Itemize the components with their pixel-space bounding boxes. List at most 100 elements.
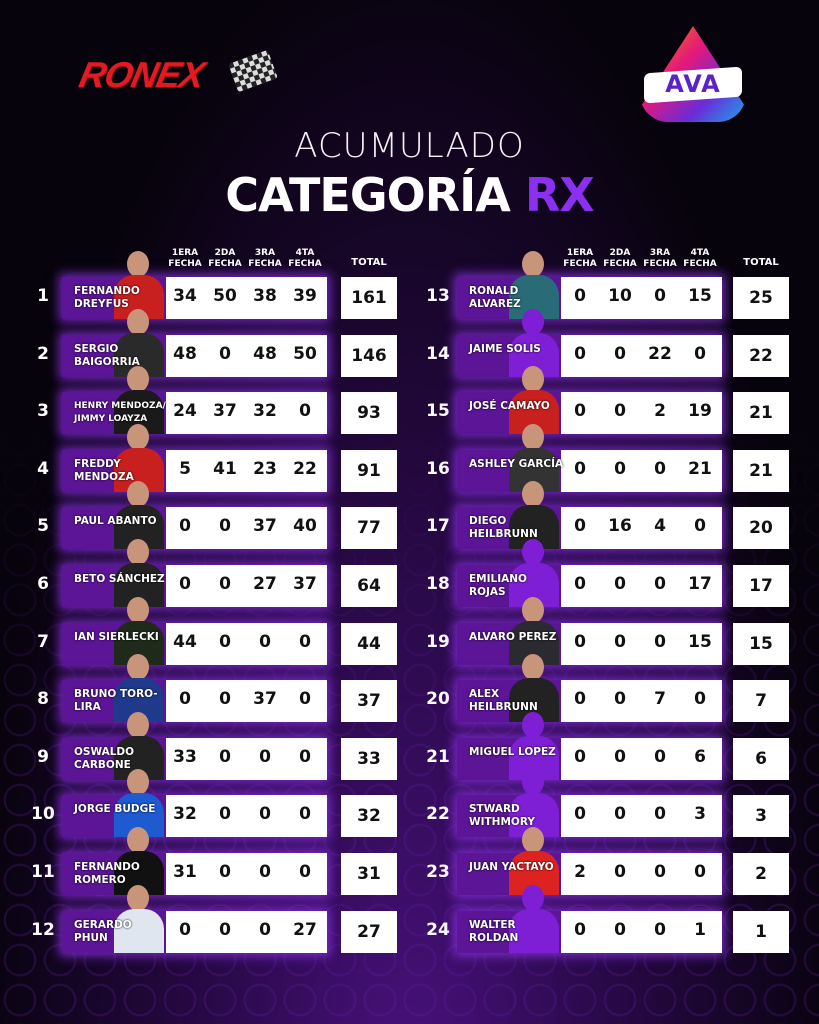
avatar-head xyxy=(522,827,544,853)
points-f2: 0 xyxy=(219,746,231,767)
points-f1: 0 xyxy=(179,574,191,594)
points-f3: 27 xyxy=(253,574,277,594)
avatar-body xyxy=(509,908,559,953)
driver-name: RONALD ALVAREZ xyxy=(469,285,521,310)
total-points: 25 xyxy=(733,277,789,319)
table-row: 14 JAIME SOLIS 0 0 22 0 22 xyxy=(426,308,797,377)
driver-name: JORGE BUDGE xyxy=(74,803,156,816)
table-row: 18 EMILIANO ROJAS 0 0 0 17 17 xyxy=(426,539,797,607)
rank-number: 15 xyxy=(426,401,450,422)
points-f4: 0 xyxy=(694,343,706,364)
score-box: BETO SÁNCHEZ 0 0 27 37 xyxy=(62,539,327,607)
table-row: 19 ALVARO PEREZ 0 0 0 15 15 xyxy=(426,596,797,665)
points-f3: 0 xyxy=(259,919,271,940)
avatar-head xyxy=(127,251,149,277)
column-header-f3: 3RA FECHA xyxy=(248,248,282,269)
avatar-head xyxy=(522,596,544,623)
avatar-head xyxy=(127,711,149,738)
column-header-total: TOTAL xyxy=(351,257,387,268)
points-f2: 0 xyxy=(219,516,231,537)
driver-photo xyxy=(110,884,168,953)
driver-name: DIEGO HEILBRUNN xyxy=(469,515,538,541)
rank-number: 11 xyxy=(31,862,55,882)
score-box: WALTER ROLDAN 0 0 0 1 xyxy=(457,884,722,953)
column-header-f1: 1ERA FECHA xyxy=(563,248,597,269)
points-f1: 0 xyxy=(574,516,586,537)
driver-name: GERARDO PHUN xyxy=(74,918,132,944)
silhouette-icon xyxy=(505,308,563,377)
driver-name: EMILIANO ROJAS xyxy=(469,573,527,598)
points-f3: 23 xyxy=(253,458,277,479)
table-row: 9 OSWALDO CARBONE 33 0 0 0 33 xyxy=(37,711,402,780)
rank-number: 21 xyxy=(426,746,450,767)
total-points: 1 xyxy=(733,910,789,953)
points-f1: 0 xyxy=(574,286,586,306)
score-box: JAIME SOLIS 0 0 22 0 xyxy=(457,308,722,377)
score-box: JUAN YACTAYO 2 0 0 0 xyxy=(457,827,722,895)
avatar-head xyxy=(127,596,149,623)
avatar-head xyxy=(127,884,149,911)
table-row: 6 BETO SÁNCHEZ 0 0 27 37 64 xyxy=(37,539,402,607)
points-f4: 50 xyxy=(293,343,317,364)
points-f4: 0 xyxy=(299,401,311,422)
points-f3: 7 xyxy=(654,689,666,710)
points-f2: 37 xyxy=(213,401,237,422)
points-f1: 0 xyxy=(574,401,586,422)
total-points: 6 xyxy=(733,737,789,780)
points-f1: 0 xyxy=(574,804,586,825)
avatar-body xyxy=(114,908,164,953)
driver-name: JOSÉ CAMAYO xyxy=(469,400,550,413)
column-header-f3: 3RA FECHA xyxy=(643,248,677,269)
points-f4: 0 xyxy=(694,689,706,710)
table-row: 11 FERNANDO ROMERO 31 0 0 0 31 xyxy=(31,827,402,895)
total-points: 146 xyxy=(341,334,397,377)
driver-name: STWARD WITHMORY xyxy=(469,803,535,829)
points-f3: 0 xyxy=(654,919,666,940)
points-f1: 0 xyxy=(179,689,191,710)
points-f2: 0 xyxy=(614,343,626,364)
driver-name: WALTER ROLDAN xyxy=(469,918,519,944)
driver-name: ASHLEY GARCÍA xyxy=(469,457,564,470)
table-row: 7 IAN SIERLECKI 44 0 0 0 44 xyxy=(37,596,402,665)
points-f1: 0 xyxy=(179,516,191,537)
table-row: 8 BRUNO TORO-LIRA 0 0 37 0 37 xyxy=(37,654,402,723)
points-f1: 0 xyxy=(574,343,586,364)
score-box: BRUNO TORO-LIRA 0 0 37 0 xyxy=(62,654,327,723)
score-box: MIGUEL LOPEZ 0 0 0 6 xyxy=(457,711,722,780)
table-row: 24 WALTER ROLDAN 0 0 0 1 1 xyxy=(426,884,797,953)
points-f1: 0 xyxy=(574,919,586,940)
avatar-head xyxy=(522,769,544,796)
total-points: 44 xyxy=(341,622,397,665)
points-f4: 15 xyxy=(688,286,712,306)
points-f1: 44 xyxy=(173,631,197,652)
rank-number: 13 xyxy=(426,286,450,306)
column-header-f1: 1ERA FECHA xyxy=(168,248,202,269)
driver-name: OSWALDO CARBONE xyxy=(74,745,135,771)
rank-number: 19 xyxy=(426,631,450,652)
rank-number: 10 xyxy=(31,804,55,825)
avatar-head xyxy=(522,251,544,277)
table-row: 20 ALEX HEILBRUNN 0 0 7 0 7 xyxy=(426,654,797,723)
table-row: 12 GERARDO PHUN 0 0 0 27 27 xyxy=(31,884,402,953)
table-row: 4 FREDDY MENDOZA 5 41 23 22 91 xyxy=(37,423,402,492)
points-f4: 0 xyxy=(299,862,311,882)
points-f3: 0 xyxy=(654,458,666,479)
driver-name: SERGIO BAIGORRIA xyxy=(74,342,140,368)
total-points: 20 xyxy=(733,507,789,550)
avatar-head xyxy=(522,308,544,335)
points-f3: 0 xyxy=(654,631,666,652)
rank-number: 2 xyxy=(37,343,49,364)
avatar-head xyxy=(522,539,544,565)
driver-photo xyxy=(110,481,168,550)
total-points: 27 xyxy=(341,910,397,953)
points-f1: 0 xyxy=(574,689,586,710)
score-box: RONALD ALVAREZ 0 10 0 15 xyxy=(457,251,722,319)
avatar-head xyxy=(522,711,544,738)
score-box: JORGE BUDGE 32 0 0 0 xyxy=(62,769,327,838)
table-row: 21 MIGUEL LOPEZ 0 0 0 6 6 xyxy=(426,711,797,780)
driver-name: IAN SIERLECKI xyxy=(74,630,159,643)
score-box: STWARD WITHMORY 0 0 0 3 xyxy=(457,769,722,838)
score-box: FERNANDO ROMERO 31 0 0 0 xyxy=(62,827,327,895)
points-f2: 0 xyxy=(614,862,626,882)
points-f2: 0 xyxy=(614,401,626,422)
